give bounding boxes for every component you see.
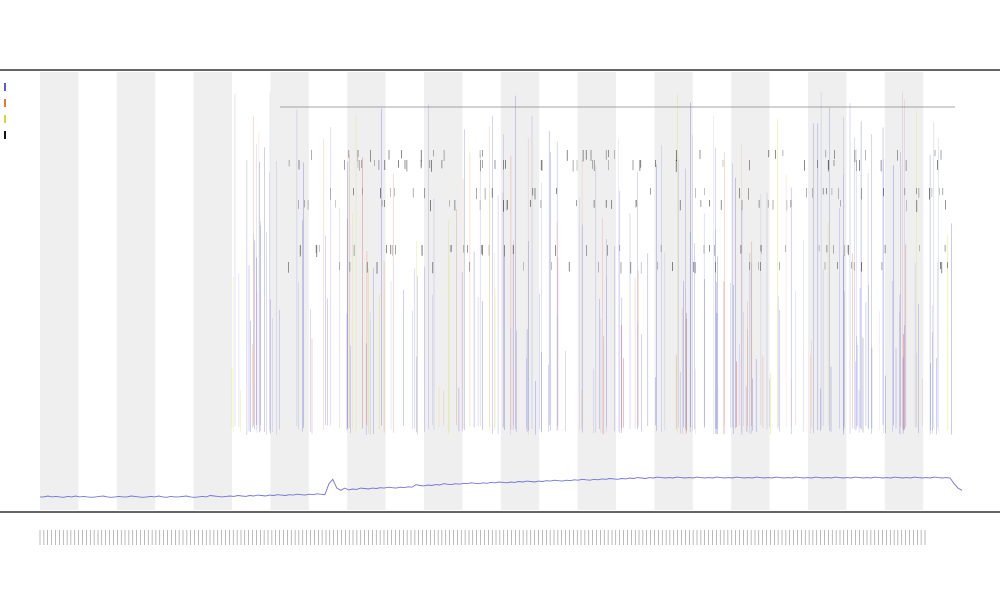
background-band: [40, 72, 79, 510]
spike-series: [231, 92, 952, 435]
background-band: [654, 72, 693, 510]
background-band: [884, 72, 924, 510]
background-band: [500, 72, 540, 510]
background-band: [270, 72, 309, 510]
series-line-main: [40, 476, 963, 498]
axes-frame: [0, 69, 1000, 513]
background-band: [577, 72, 616, 510]
legend-swatch-3: [4, 115, 6, 123]
background-band: [808, 72, 847, 510]
background-band: [193, 72, 232, 510]
legend-swatch-2: [4, 99, 6, 107]
background-band: [731, 72, 770, 510]
legend: [4, 83, 6, 139]
legend-swatch-1: [4, 83, 6, 91]
legend-swatch-4: [4, 131, 6, 139]
background-band: [424, 72, 463, 510]
x-tick-labels: [39, 530, 926, 545]
background-band: [347, 72, 386, 510]
background-bands: [40, 72, 924, 510]
background-band: [116, 72, 156, 510]
main-series: [40, 476, 963, 498]
